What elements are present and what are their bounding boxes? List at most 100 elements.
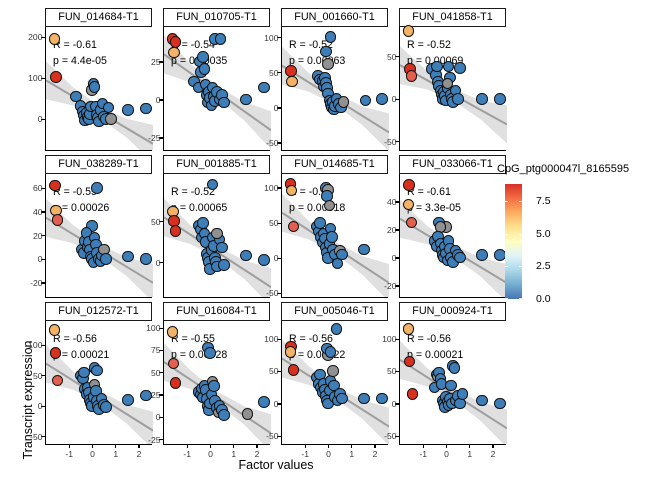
data-point (402, 198, 415, 211)
x-tick-mark (327, 444, 330, 448)
y-tick-label: 0 (273, 102, 279, 113)
facet-strip-label: FUN_016084-T1 (163, 302, 270, 321)
legend-tick-mark (505, 298, 508, 299)
r-value-label: R = -0.52 (289, 39, 333, 51)
data-point (287, 220, 300, 233)
x-tick-label: -1 (419, 449, 428, 459)
y-tick-mark (40, 282, 45, 284)
y-tick-mark (158, 261, 163, 264)
y-tick-mark (158, 349, 163, 352)
data-point (240, 93, 253, 106)
p-value-label: p = 0.00028 (171, 348, 228, 361)
y-tick-mark (276, 292, 281, 295)
facet-strip-label: FUN_033066-T1 (399, 155, 506, 174)
y-tick-label: 50 (32, 370, 43, 381)
data-point (100, 401, 112, 413)
y-tick-mark (158, 394, 163, 396)
legend-tick-mark (519, 200, 522, 202)
x-tick-label: 1 (231, 449, 237, 459)
regression-line (164, 216, 271, 288)
y-tick-label: 75 (150, 345, 161, 356)
correlation-stats: R = -0.61 p = 3.3e-05 (407, 185, 461, 216)
facet-panel: FUN_014684-T1 R = -0.61 p = 4.4e-05 200 100 0 (28, 8, 153, 151)
y-tick-mark (394, 435, 399, 437)
data-point (375, 93, 388, 105)
y-tick-mark (394, 56, 399, 58)
facet-panel: FUN_000924-T1 R = -0.56 p = 0.00021 100 50 0 -… (382, 302, 507, 459)
data-point (91, 364, 103, 377)
data-point (320, 45, 332, 58)
y-tick-mark (394, 201, 399, 203)
x-tick-mark (469, 444, 471, 448)
y-tick-label: -25 (148, 434, 161, 445)
y-tick-label: 50 (150, 367, 161, 378)
p-value-label: p = 0.00065 (171, 201, 228, 214)
data-point (441, 77, 454, 90)
y-tick-mark (276, 338, 281, 340)
data-point (216, 241, 228, 254)
y-tick-mark (40, 258, 45, 260)
y-tick-label: 20 (32, 230, 43, 241)
x-tick-label: 1 (467, 449, 473, 459)
data-point (284, 345, 297, 358)
p-value-label: p = 3.3e-05 (407, 201, 461, 214)
legend-colorbar: 7.5 5.0 2.5 0.0 (505, 184, 551, 305)
data-point (105, 113, 117, 125)
x-tick-mark (91, 444, 94, 448)
y-tick-mark (276, 142, 281, 144)
data-point (50, 71, 62, 83)
data-point (456, 388, 469, 400)
data-point (325, 231, 338, 243)
correlation-stats: R = -0.52 p = 0.00065 (171, 185, 227, 216)
r-value-label: R = -0.56 (407, 333, 451, 345)
facet-strip-label: FUN_012572-T1 (45, 302, 152, 321)
x-tick-label: 2 (372, 449, 378, 459)
facet-plot-area: R = -0.55 p = 0.00026 60 40 20 0 -20 (30, 174, 153, 298)
x-tick-mark (304, 444, 306, 448)
x-tick-label: 2 (490, 449, 496, 459)
r-value-label: R = -0.55 (53, 186, 97, 198)
facet-plot-area: R = -0.54 p = 0.00035 25 0 -25 (148, 27, 271, 151)
facet-plot-area: R = -0.56 p = 0.00018 100 50 0 -50 (264, 174, 389, 298)
data-point (100, 253, 112, 265)
correlation-stats: R = -0.55 p = 0.00026 (53, 185, 109, 216)
facet-plot-area: R = -0.56 p = 0.00021 100 50 0 -50 -1 0 1 2 (382, 321, 507, 459)
y-tick-label: 50 (386, 51, 397, 62)
x-tick-mark (233, 444, 235, 448)
facet-plot-area: R = -0.52 p = 0.00069 50 0 -50 (384, 25, 507, 151)
y-tick-mark (276, 36, 281, 39)
facet-plot-area: R = -0.52 p = 0.00065 50 0 (151, 174, 271, 298)
data-point (359, 94, 372, 107)
data-point (214, 33, 227, 45)
legend-tick-mark (505, 200, 508, 202)
y-tick-label: 100 (264, 32, 279, 43)
data-point (51, 374, 64, 387)
y-tick-label: 100 (28, 73, 43, 84)
x-tick-label: -1 (301, 449, 310, 459)
p-value-label: p = 0.00022 (289, 348, 346, 361)
y-tick-mark (40, 405, 45, 407)
y-tick-label: 0 (273, 398, 279, 409)
correlation-stats: R = -0.56 p = 0.00022 (289, 332, 345, 363)
x-tick-label: 2 (136, 449, 142, 459)
y-tick-label: 50 (150, 216, 161, 227)
y-tick-label: 100 (264, 334, 279, 345)
y-tick-label: 0 (391, 252, 397, 263)
y-tick-mark (158, 327, 163, 329)
y-tick-mark (158, 416, 163, 418)
x-tick-label: -1 (183, 449, 192, 459)
y-tick-mark (276, 435, 281, 437)
facet-plot-area: R = -0.56 p = 0.00022 100 50 0 -50 -1 0 1 2 (264, 321, 389, 459)
data-point (139, 389, 152, 402)
facet-plot-area: R = -0.56 p = 0.00021 100 50 0 -50 -1 0 1 2 (28, 321, 153, 459)
facet-panel: FUN_010705-T1 R = -0.54 p = 0.00035 25 0 -25 (148, 8, 271, 151)
data-point (169, 225, 182, 237)
y-tick-label: 0 (155, 257, 161, 268)
y-tick-label: 0 (273, 253, 279, 264)
y-tick-label: 40 (386, 196, 397, 207)
x-tick-label: 0 (326, 449, 331, 459)
y-tick-label: -50 (384, 431, 397, 442)
p-value-label: p = 0.00021 (407, 348, 464, 361)
data-point (402, 323, 415, 335)
x-tick-label: 0 (444, 449, 449, 459)
